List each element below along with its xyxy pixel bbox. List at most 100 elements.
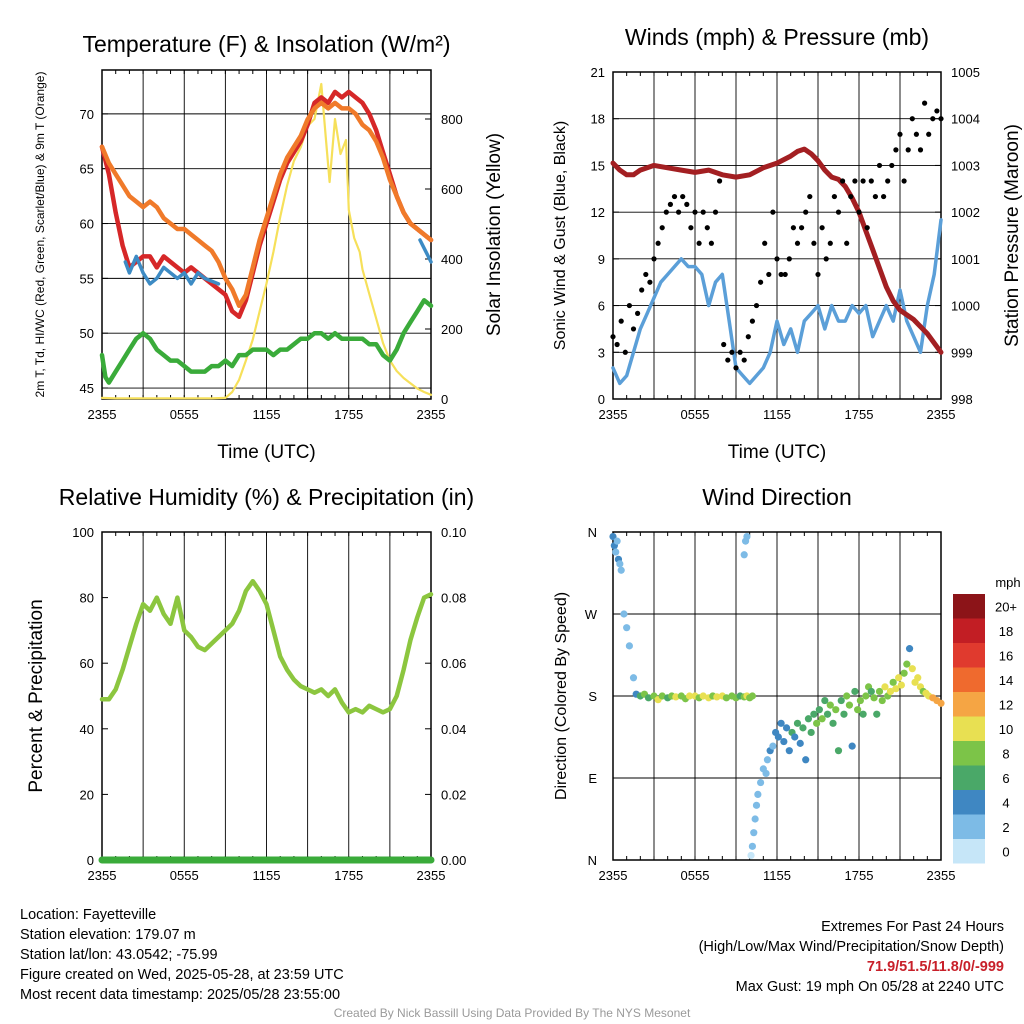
direction-point [881, 683, 889, 691]
y-tick-label: 20 [80, 787, 94, 802]
direction-point [743, 532, 751, 541]
y2-tick-label: 1003 [951, 158, 980, 173]
direction-point [769, 742, 777, 750]
y2-axis-label: Solar Insolation (Yellow) [484, 133, 505, 336]
series-line-relative-humidity [99, 578, 434, 715]
colorbar-swatch [953, 839, 985, 864]
direction-point [900, 669, 908, 677]
direction-point [914, 674, 922, 682]
gust-point [671, 193, 678, 200]
gust-point [831, 193, 838, 200]
gust-point [659, 225, 665, 231]
gust-point [655, 240, 661, 246]
direction-point [750, 829, 758, 837]
y2-tick-label: 0.04 [441, 722, 466, 737]
gust-point [733, 365, 739, 371]
gust-point [729, 349, 735, 355]
elevation-text: Station elevation: 179.07 m [20, 927, 196, 943]
colorbar-swatch [953, 741, 985, 766]
y-tick-label: 9 [598, 252, 605, 267]
direction-point [613, 537, 621, 545]
gust-point [753, 302, 760, 309]
panel-winds [610, 71, 944, 400]
direction-point [815, 706, 823, 714]
direction-point [821, 696, 829, 705]
gust-point [663, 209, 669, 215]
gust-point [680, 193, 686, 200]
series-line-9m-t [99, 100, 434, 309]
gust-point [745, 334, 751, 340]
direction-point [722, 694, 731, 702]
direction-point [903, 660, 911, 668]
y-axis-label: Percent & Precipitation [26, 599, 47, 792]
y-tick-label: S [588, 689, 597, 704]
y2-tick-label: 0.02 [441, 787, 466, 802]
x-tick-label: 1155 [763, 407, 791, 422]
gust-point [778, 271, 784, 278]
y-tick-label: N [588, 525, 597, 540]
y2-tick-label: 0.10 [441, 525, 466, 540]
direction-point [748, 842, 757, 850]
direction-point [843, 692, 851, 700]
x-tick-label: 2355 [599, 407, 628, 422]
x-tick-label: 2355 [927, 868, 956, 883]
colorbar-title: mph [995, 575, 1020, 590]
gust-point [676, 209, 682, 215]
colorbar-swatch [953, 765, 985, 790]
y2-tick-label: 1002 [951, 205, 980, 220]
gust-point [860, 178, 866, 184]
extremes-info: Extremes For Past 24 Hours (High/Low/Max… [699, 917, 1004, 997]
direction-point [672, 693, 680, 701]
direction-point [740, 551, 748, 559]
direction-point [751, 815, 759, 823]
colorbar-swatch [953, 667, 985, 692]
direction-point [818, 715, 826, 723]
y-tick-label: 15 [591, 158, 605, 173]
y2-tick-label: 800 [441, 112, 463, 127]
gust-point [717, 178, 723, 184]
direction-point [862, 692, 870, 700]
direction-point [777, 719, 785, 727]
panel-title: Wind Direction [702, 484, 852, 510]
gust-point [864, 225, 870, 231]
series-line-solar-insolation [100, 82, 433, 400]
direction-point [905, 645, 914, 653]
series-line-station-pressure [610, 146, 944, 355]
gust-point [737, 349, 743, 355]
direction-point [791, 733, 799, 741]
colorbar-label: 14 [999, 673, 1013, 688]
gust-point [876, 162, 883, 169]
colorbar-label: 2 [1002, 820, 1009, 835]
gust-point [786, 256, 792, 262]
x-tick-label: 2355 [417, 407, 446, 422]
gust-point [770, 209, 776, 215]
series-line-hi-wc-blue- [418, 238, 433, 264]
gust-point [934, 108, 940, 114]
direction-point [840, 710, 848, 718]
gust-point [909, 116, 915, 122]
gust-point [741, 357, 747, 363]
direction-point [713, 693, 721, 701]
y-tick-label: 65 [80, 162, 94, 177]
direction-point [658, 692, 666, 700]
gust-point [639, 287, 645, 293]
panel-wind-direction [609, 531, 985, 864]
gust-point [938, 116, 944, 122]
direction-point [848, 742, 856, 750]
direction-point [937, 699, 945, 707]
y-axis-label: Direction (Colored By Speed) [553, 592, 570, 800]
credit-text: Created By Nick Bassill Using Data Provi… [333, 1006, 691, 1020]
gust-point [630, 326, 637, 332]
colorbar-label: 4 [1002, 795, 1009, 810]
y-tick-label: 0 [598, 392, 605, 407]
direction-point [616, 560, 624, 568]
gust-point [819, 225, 825, 231]
y2-tick-label: 400 [441, 252, 463, 267]
x-tick-label: 2355 [927, 407, 956, 422]
gust-point [647, 279, 653, 285]
direction-point [774, 733, 782, 741]
direction-point [889, 678, 897, 686]
colorbar-label: 12 [999, 697, 1013, 712]
direction-point [878, 696, 886, 705]
direction-point [748, 692, 757, 700]
